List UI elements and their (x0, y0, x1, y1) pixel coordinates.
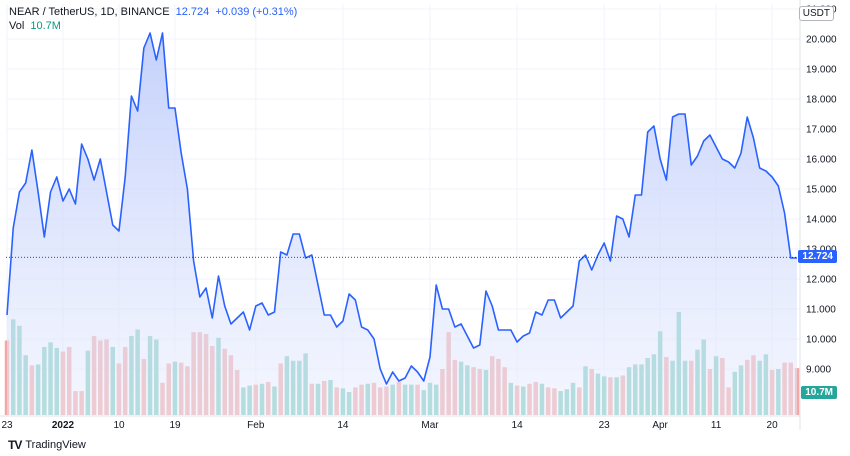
y-tick-label: 11.000 (806, 305, 836, 316)
y-tick-label: 18.000 (806, 95, 837, 106)
brand-name: TradingView (25, 439, 86, 451)
volume-value: 10.7M (30, 20, 61, 32)
x-tick-label: 14 (337, 420, 349, 431)
tradingview-logo-icon: TV (8, 438, 22, 452)
x-tick-label: 10 (113, 420, 125, 431)
symbol-label[interactable]: NEAR / TetherUS, 1D, BINANCE (9, 6, 170, 18)
x-tick-label: 23 (599, 420, 611, 431)
price-axis: 21.00020.00019.00018.00017.00016.00015.0… (806, 5, 837, 376)
legend-volume-row: Vol 10.7M (9, 20, 64, 32)
x-tick-label: 23 (1, 420, 13, 431)
volume-label[interactable]: Vol (9, 20, 25, 32)
price-change-value: +0.039 (+0.31%) (215, 6, 298, 18)
volume-badge: 10.7M (801, 386, 837, 399)
x-tick-label: 2022 (52, 420, 75, 431)
y-tick-label: 10.000 (806, 335, 837, 346)
y-tick-label: 12.000 (806, 275, 837, 286)
x-tick-label: Mar (421, 420, 439, 431)
y-tick-label: 17.000 (806, 125, 837, 136)
y-tick-label: 19.000 (806, 65, 837, 76)
y-tick-label: 9.000 (806, 365, 831, 376)
y-tick-label: 20.000 (806, 35, 837, 46)
y-tick-label: 13.000 (806, 245, 837, 256)
y-tick-label: 16.000 (806, 155, 837, 166)
price-line (6, 32, 797, 385)
last-price-value: 12.724 (175, 6, 210, 18)
legend-symbol-row: NEAR / TetherUS, 1D, BINANCE 12.724 +0.0… (9, 6, 300, 18)
x-tick-label: Feb (247, 420, 265, 431)
y-tick-label: 14.000 (806, 215, 837, 226)
last-price-badge: 12.724 (798, 250, 837, 264)
x-tick-label: 14 (512, 420, 524, 431)
x-tick-label: 11 (711, 420, 722, 431)
currency-selector[interactable]: USDT (798, 6, 834, 21)
y-tick-label: 15.000 (806, 185, 837, 196)
x-tick-label: Apr (652, 420, 668, 431)
footer-branding[interactable]: TV TradingView (8, 438, 86, 452)
x-tick-label: 19 (169, 420, 181, 431)
x-tick-label: 20 (767, 420, 779, 431)
price-area-fill (7, 33, 797, 415)
time-axis: 23 2022 10 19 Feb 14 Mar 14 23 Apr 11 20 (1, 420, 778, 431)
